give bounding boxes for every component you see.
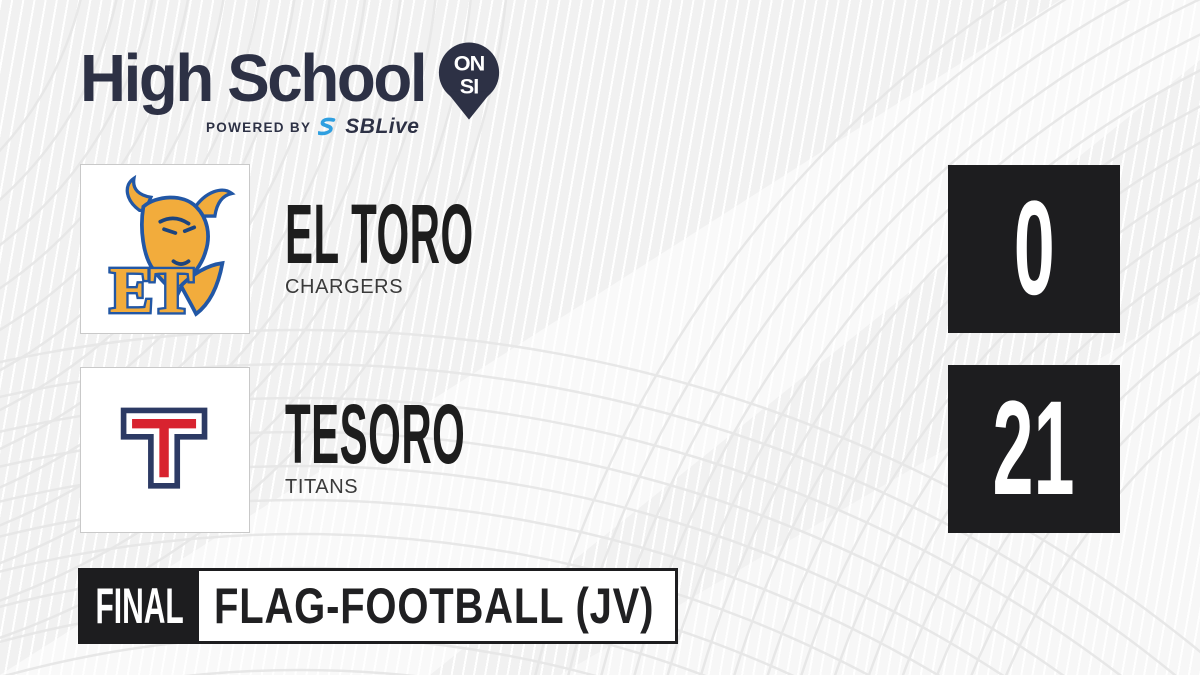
event-label: FLAG-FOOTBALL (JV) (214, 578, 655, 634)
tesoro-logo-box (80, 367, 250, 533)
pin-badge-line1: ON (454, 51, 485, 76)
status-badge: FINAL (81, 571, 199, 641)
team-name-tesoro: TESORO (285, 387, 466, 481)
tesoro-score-box: 21 (948, 365, 1120, 533)
tesoro-t-logo (120, 407, 208, 489)
powered-by-row: POWERED BY SBLive (206, 115, 419, 139)
highschool-wordmark: High School (80, 41, 428, 116)
sblive-logo-icon (318, 117, 336, 136)
pin-badge-line2: SI (460, 73, 479, 98)
event-panel: FLAG-FOOTBALL (JV) (199, 571, 675, 641)
el-toro-score-box: 0 (948, 165, 1120, 333)
sblive-brand-name: SBLive (345, 115, 420, 138)
result-bar: FINAL FLAG-FOOTBALL (JV) (78, 568, 678, 644)
el-toro-score: 0 (1013, 174, 1055, 323)
el-toro-bull-logo: ET (107, 174, 236, 329)
on-si-pin-icon: ON SI (438, 42, 500, 120)
status-label: FINAL (95, 578, 185, 634)
el-toro-logo-box: ET (80, 164, 250, 334)
tesoro-score: 21 (993, 374, 1075, 523)
header: High School ON SI POWERED BY SBLive (80, 41, 500, 138)
team-mascot-tesoro: TITANS (285, 476, 359, 498)
powered-by-label: POWERED BY (206, 119, 312, 135)
team-mascot-el-toro: CHARGERS (285, 276, 404, 298)
team-name-el-toro: EL TORO (285, 187, 474, 281)
el-toro-monogram: ET (109, 254, 192, 327)
